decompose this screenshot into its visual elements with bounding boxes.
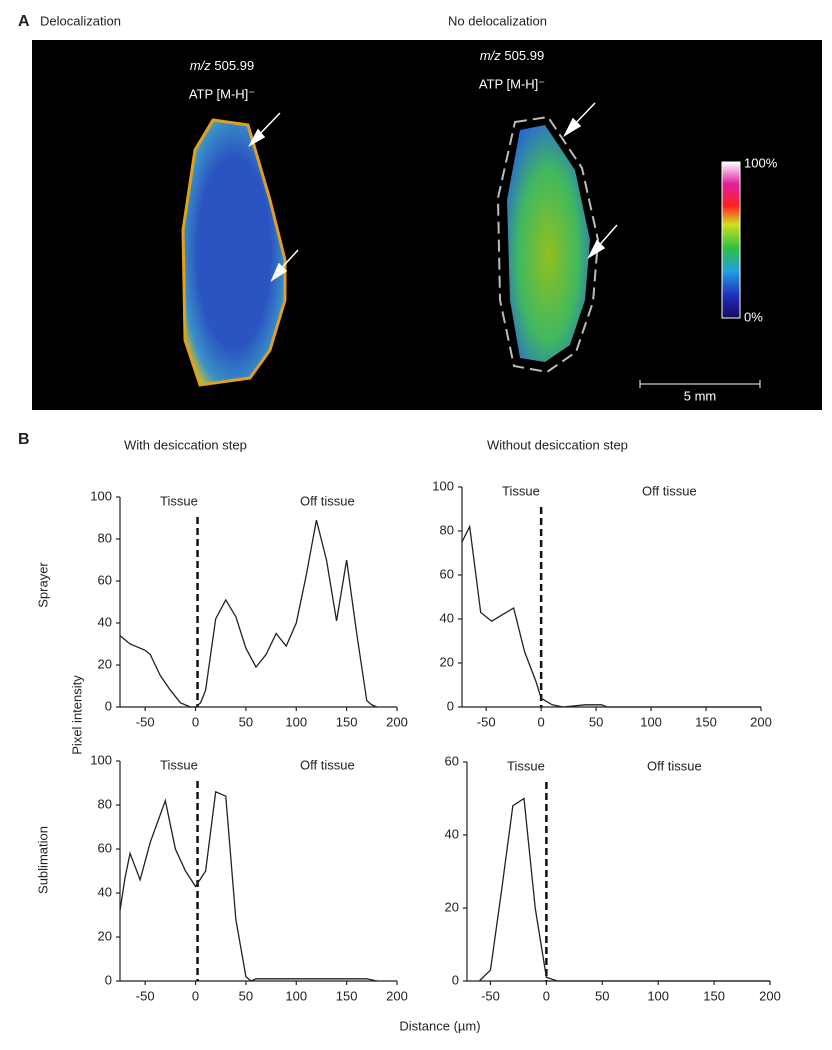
x-tick-label: 0: [538, 714, 545, 729]
line: [461, 524, 761, 708]
column-title: With desiccation step: [124, 437, 247, 452]
y-tick-label: 100: [90, 752, 112, 767]
x-tick-label: 100: [647, 988, 669, 1003]
x-tick-label: 0: [192, 988, 199, 1003]
x-tick-label: 200: [759, 988, 781, 1003]
y-tick-label: 60: [98, 840, 112, 855]
x-tick-label: 200: [386, 714, 408, 729]
y-tick-label: 0: [452, 972, 459, 987]
y-tick-label: 20: [440, 654, 454, 669]
y-tick-label: 40: [445, 826, 459, 841]
x-tick-label: 200: [750, 714, 772, 729]
annotation: Tissue: [160, 757, 198, 772]
x-tick-label: 100: [285, 988, 307, 1003]
y-tick-label: 0: [447, 698, 454, 713]
line: [119, 519, 378, 708]
x-tick-label: 150: [695, 714, 717, 729]
image-background: [32, 40, 822, 410]
scale-label: 5 mm: [684, 388, 717, 403]
annotation: Off tissue: [300, 493, 355, 508]
y-tick-label: 20: [98, 928, 112, 943]
panel-title: Delocalization: [40, 13, 121, 28]
y-tick-label: 20: [445, 899, 459, 914]
y-tick-label: 60: [98, 572, 112, 587]
x-tick-label: 150: [703, 988, 725, 1003]
ion-species: ATP [M-H]⁻: [479, 76, 545, 91]
x-tick-label: 50: [589, 714, 603, 729]
tissue-image: [507, 125, 590, 362]
row-title: Sprayer: [35, 562, 50, 608]
ion-label: m/z 505.99: [190, 58, 254, 73]
ion-species: ATP [M-H]⁻: [189, 86, 255, 101]
line: [119, 790, 377, 982]
x-tick-label: 0: [543, 988, 550, 1003]
ion-label: m/z 505.99: [480, 48, 544, 63]
x-tick-label: -50: [136, 714, 155, 729]
y-tick-label: 80: [98, 530, 112, 545]
y-tick-label: 20: [98, 656, 112, 671]
y-tick-label: 40: [98, 884, 112, 899]
y-axis-label: Pixel intensity: [69, 675, 84, 755]
x-tick-label: -50: [477, 714, 496, 729]
line: [478, 797, 770, 982]
row-title: Sublimation: [35, 826, 50, 894]
tissue-image: [181, 118, 287, 387]
x-axis-label: Distance (µm): [399, 1018, 480, 1033]
column-title: Without desiccation step: [487, 437, 628, 452]
y-tick-label: 40: [440, 610, 454, 625]
y-tick-label: 0: [105, 972, 112, 987]
panel-title: No delocalization: [448, 13, 547, 28]
x-tick-label: 100: [285, 714, 307, 729]
x-tick-label: 0: [192, 714, 199, 729]
annotation: Tissue: [160, 493, 198, 508]
y-tick-label: 0: [105, 698, 112, 713]
y-tick-label: 100: [90, 488, 112, 503]
y-tick-label: 100: [432, 478, 454, 493]
scale-bar: [639, 380, 761, 388]
x-tick-label: 50: [239, 988, 253, 1003]
colorbar-label: 0%: [744, 309, 763, 324]
x-tick-label: 50: [595, 988, 609, 1003]
x-tick-label: 50: [239, 714, 253, 729]
y-tick-label: 40: [98, 614, 112, 629]
x-tick-label: -50: [481, 988, 500, 1003]
x-tick-label: 150: [336, 988, 358, 1003]
panel-label: B: [18, 431, 30, 448]
arrows: [248, 102, 618, 282]
annotation: Tissue: [502, 483, 540, 498]
colorbar: [721, 161, 741, 319]
y-tick-label: 60: [440, 566, 454, 581]
x-tick-label: 150: [336, 714, 358, 729]
x-tick-label: 100: [640, 714, 662, 729]
panel-label: A: [18, 13, 30, 30]
x-tick-label: -50: [136, 988, 155, 1003]
x-tick-label: 200: [386, 988, 408, 1003]
annotation: Off tissue: [642, 483, 697, 498]
y-tick-label: 80: [440, 522, 454, 537]
y-tick-label: 60: [445, 753, 459, 768]
annotation: Off tissue: [300, 757, 355, 772]
y-tick-label: 80: [98, 796, 112, 811]
annotation: Tissue: [507, 758, 545, 773]
annotation: Off tissue: [647, 758, 702, 773]
colorbar-label: 100%: [744, 155, 778, 170]
tissue-outline: [496, 115, 600, 374]
